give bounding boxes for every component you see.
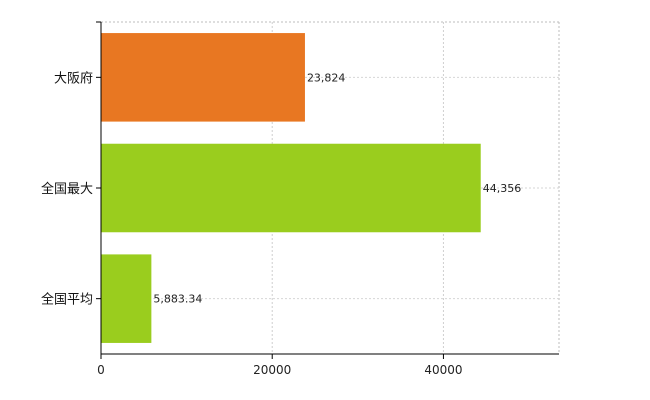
category-label: 全国平均 <box>41 292 93 308</box>
data-label: 23,824 <box>307 71 346 84</box>
bar <box>101 143 481 233</box>
axis-layer <box>96 21 559 359</box>
bars-layer <box>101 33 481 343</box>
category-label: 全国最大 <box>41 181 93 197</box>
x-tick-label: 40000 <box>424 363 462 377</box>
data-label: 5,883.34 <box>153 293 202 306</box>
category-label: 大阪府 <box>54 71 93 86</box>
bar <box>101 254 152 343</box>
bar <box>101 33 305 122</box>
x-tick-label: 20000 <box>253 363 291 377</box>
x-tick-label: 0 <box>97 363 105 377</box>
data-label: 44,356 <box>483 182 522 195</box>
